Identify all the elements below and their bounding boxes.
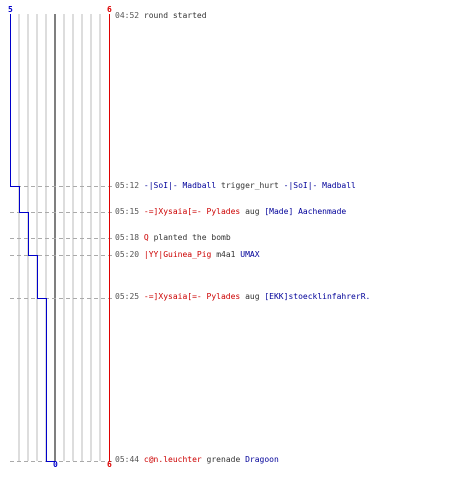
t-end-score: 6: [107, 460, 112, 469]
event-row: 05:44 c@n.leuchter grenade Dragoon: [115, 455, 279, 465]
event-time: 05:18: [115, 233, 140, 242]
event-row: 05:20 |YY|Guinea_Pig m4a1 UMAX: [115, 250, 260, 260]
event-killer: -|SoI|- Madball: [143, 181, 217, 190]
event-killer: Q: [143, 233, 149, 242]
event-row: 04:52 round started: [115, 11, 207, 21]
event-weapon: aug: [245, 207, 260, 216]
event-time: 05:25: [115, 292, 140, 301]
event-weapon: aug: [245, 292, 260, 301]
event-time: 04:52: [115, 11, 140, 20]
event-weapon: m4a1: [216, 250, 236, 259]
ct-start-score: 5: [8, 5, 13, 14]
player-grid-lines: [18, 14, 101, 461]
ct-alive-step-line: [10, 14, 56, 462]
event-killer: -=]Xysaia[=- Pylades: [143, 292, 241, 301]
event-row: 05:15 -=]Xysaia[=- Pylades aug [Made] Aa…: [115, 207, 346, 217]
event-weapon: grenade: [206, 455, 241, 464]
event-victim: [EKK]stoecklinfahrerR.: [264, 292, 371, 301]
event-weapon: trigger_hurt: [221, 181, 279, 190]
event-time: 05:15: [115, 207, 140, 216]
event-dash-lines: [10, 186, 112, 462]
event-victim: Dragoon: [245, 455, 279, 464]
event-killer: |YY|Guinea_Pig: [143, 250, 212, 259]
event-time: 05:44: [115, 455, 140, 464]
event-victim: [Made] Aachenmade: [264, 207, 347, 216]
event-killer: c@n.leuchter: [143, 455, 202, 464]
event-time: 05:12: [115, 181, 140, 190]
ct-end-score: 0: [53, 460, 58, 469]
event-row: 05:12 -|SoI|- Madball trigger_hurt -|SoI…: [115, 181, 356, 191]
t-start-score: 6: [107, 5, 112, 14]
event-text: planted the bomb: [153, 233, 231, 242]
event-victim: -|SoI|- Madball: [283, 181, 356, 190]
event-victim: UMAX: [240, 250, 260, 259]
event-killer: -=]Xysaia[=- Pylades: [143, 207, 241, 216]
event-row: 05:18 Q planted the bomb: [115, 233, 231, 243]
event-text: round started: [143, 11, 207, 20]
event-time: 05:20: [115, 250, 140, 259]
event-row: 05:25 -=]Xysaia[=- Pylades aug [EKK]stoe…: [115, 292, 370, 302]
